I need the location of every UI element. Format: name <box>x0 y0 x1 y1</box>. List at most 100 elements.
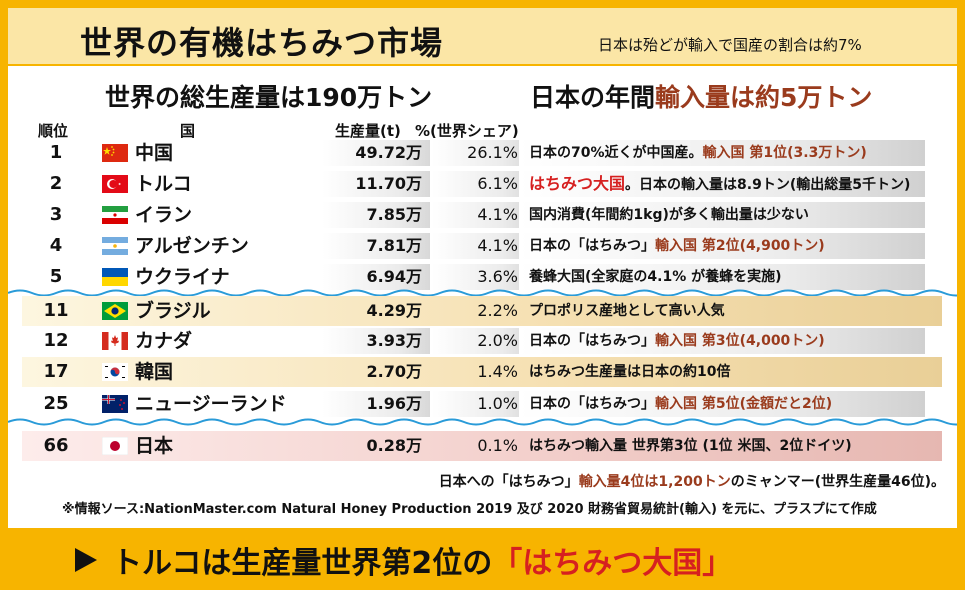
country-column-header: 国 <box>180 122 196 140</box>
rank-cell: 12 <box>43 330 69 351</box>
share-column-header: %(世界シェア) <box>415 122 519 140</box>
rank-cell: 11 <box>43 300 69 321</box>
production-column-header: 生産量(t) <box>335 122 401 140</box>
note-plain: 日本の「はちみつ」 <box>529 238 655 254</box>
share-cell: 2.0% <box>432 328 532 354</box>
rank-cell: 66 <box>43 435 69 456</box>
country-cell: トルコ <box>135 173 192 195</box>
table-row: 1 中国 49.72万 26.1% 日本の70%近くが中国産。輸入国 第1位(3… <box>22 138 942 168</box>
source-footnote: ※情報ソース:NationMaster.com Natural Honey Pr… <box>62 502 877 517</box>
country-cell: 日本 <box>135 435 174 457</box>
korea-flag-icon <box>102 363 128 381</box>
bottom-banner: トルコは生産量世界第2位の「はちみつ大国」 <box>0 528 965 590</box>
country-cell: アルゼンチン <box>135 235 249 257</box>
note-red: はちみつ大国 <box>529 174 626 193</box>
note-cell: はちみつ輸入量 世界第3位 (1位 米国、2位ドイツ) <box>519 433 925 459</box>
table-row: 11 ブラジル 4.29万 2.2% プロポリス産地として高い人気 <box>22 296 942 326</box>
country-cell: ウクライナ <box>135 266 230 288</box>
share-cell: 2.2% <box>477 301 518 320</box>
table-row: 3 イラン 7.85万 4.1% 国内消費(年間約1kg)が多く輸出量は少ない <box>22 200 942 230</box>
rank-column-header: 順位 <box>38 122 69 140</box>
production-cell: 11.70万 <box>322 171 430 197</box>
share-cell: 4.1% <box>432 233 532 259</box>
share-cell: 4.1% <box>432 202 532 228</box>
brazil-flag-icon <box>102 302 128 320</box>
new-zealand-flag-icon <box>102 395 128 413</box>
share-cell: 6.1% <box>432 171 532 197</box>
play-arrow-icon <box>75 548 97 572</box>
note-plain: 日本の70%近くが中国産。 <box>529 145 703 161</box>
banner-note: 日本は殆どが輸入で国産の割合は約7% <box>598 36 862 54</box>
title-banner: 世界の有機はちみつ市場 日本は殆どが輸入で国産の割合は約7% <box>8 8 957 66</box>
argentina-flag-icon <box>102 237 128 255</box>
production-cell: 4.29万 <box>366 301 422 320</box>
rank-cell: 2 <box>49 173 63 194</box>
note-plain: 国内消費(年間約1kg)が多く輸出量は少ない <box>529 207 809 223</box>
japan-flag-icon <box>102 437 128 455</box>
share-cell: 1.0% <box>432 391 532 417</box>
note-accent: 輸入国 第3位(4,000トン) <box>655 333 825 349</box>
country-cell: イラン <box>135 204 193 226</box>
note-plain: 日本の「はちみつ」 <box>529 333 655 349</box>
japan-import-headline: 日本の年間輸入量は約5万トン <box>530 78 872 114</box>
note-cell: はちみつ生産量は日本の約10倍 <box>519 359 925 385</box>
table-row: 5 ウクライナ 6.94万 3.6% 養蜂大国(全家庭の4.1% が養蜂を実施) <box>22 262 942 292</box>
country-cell: ブラジル <box>135 300 211 322</box>
ukraine-flag-icon <box>102 268 128 286</box>
note-plain: はちみつ生産量は日本の約10倍 <box>529 364 731 380</box>
country-cell: 韓国 <box>135 361 174 383</box>
japan-import-accent: 輸入量は約5万トン <box>655 83 873 112</box>
footnote-prefix: 日本への「はちみつ」 <box>438 474 579 490</box>
footnote-suffix: のミャンマー(世界生産量46位)。 <box>730 474 945 490</box>
bottom-headline-red: 「はちみつ大国」 <box>492 546 733 581</box>
note-cell: 養蜂大国(全家庭の4.1% が養蜂を実施) <box>519 264 925 290</box>
production-cell: 2.70万 <box>366 362 422 381</box>
country-cell: ニュージーランド <box>135 393 287 415</box>
rank-cell: 3 <box>49 204 63 225</box>
rank-cell: 1 <box>49 142 63 163</box>
note-plain: 日本の「はちみつ」 <box>529 396 655 412</box>
production-cell: 0.28万 <box>366 436 422 455</box>
japan-import-prefix: 日本の年間 <box>530 83 656 112</box>
note-plain: 養蜂大国(全家庭の4.1% が養蜂を実施) <box>529 269 782 285</box>
iran-flag-icon <box>102 206 128 224</box>
china-flag-icon <box>102 144 128 162</box>
note-plain: 。日本の輸入量は8.9トン(輸出総量5千トン) <box>625 177 911 193</box>
share-cell: 26.1% <box>432 140 532 166</box>
table-row: 12 カナダ 3.93万 2.0% 日本の「はちみつ」輸入国 第3位(4,000… <box>22 326 942 356</box>
production-cell: 49.72万 <box>322 140 430 166</box>
bottom-headline-prefix: トルコは生産量世界第2位の <box>112 546 493 581</box>
note-cell: 日本の「はちみつ」輸入国 第5位(金額だと2位) <box>519 391 925 417</box>
note-cell: 日本の「はちみつ」輸入国 第2位(4,900トン) <box>519 233 925 259</box>
table-row: 17 韓国 2.70万 1.4% はちみつ生産量は日本の約10倍 <box>22 357 942 387</box>
note-accent: 輸入国 第1位(3.3万トン) <box>702 145 867 161</box>
note-cell: 日本の「はちみつ」輸入国 第3位(4,000トン) <box>519 328 925 354</box>
production-cell: 7.81万 <box>322 233 430 259</box>
note-plain: はちみつ輸入量 世界第3位 (1位 米国、2位ドイツ) <box>529 438 852 454</box>
production-cell: 1.96万 <box>322 391 430 417</box>
rank-cell: 17 <box>43 361 69 382</box>
table-row: 2 トルコ 11.70万 6.1% はちみつ大国。日本の輸入量は8.9トン(輸出… <box>22 169 942 199</box>
country-cell: 中国 <box>135 142 174 164</box>
note-cell: 日本の70%近くが中国産。輸入国 第1位(3.3万トン) <box>519 140 925 166</box>
table-row: 66 日本 0.28万 0.1% はちみつ輸入量 世界第3位 (1位 米国、2位… <box>22 431 942 461</box>
footnote-accent: 輸入量4位は1,200トン <box>578 474 731 490</box>
share-cell: 1.4% <box>477 362 518 381</box>
note-cell: 国内消費(年間約1kg)が多く輸出量は少ない <box>519 202 925 228</box>
page-title: 世界の有機はちみつ市場 <box>80 24 444 62</box>
note-accent: 輸入国 第2位(4,900トン) <box>655 238 825 254</box>
country-cell: カナダ <box>135 330 193 352</box>
production-cell: 3.93万 <box>322 328 430 354</box>
note-accent: 輸入国 第5位(金額だと2位) <box>655 396 833 412</box>
share-cell: 0.1% <box>477 436 518 455</box>
rank-cell: 5 <box>49 266 63 287</box>
bottom-headline: トルコは生産量世界第2位の「はちみつ大国」 <box>112 538 732 582</box>
production-cell: 7.85万 <box>322 202 430 228</box>
turkey-flag-icon <box>102 175 128 193</box>
canada-flag-icon <box>102 332 128 350</box>
world-production-headline: 世界の総生産量は190万トン <box>105 83 433 112</box>
table-row: 4 アルゼンチン 7.81万 4.1% 日本の「はちみつ」輸入国 第2位(4,9… <box>22 231 942 261</box>
production-cell: 6.94万 <box>322 264 430 290</box>
rank-cell: 25 <box>43 393 69 414</box>
note-cell: はちみつ大国。日本の輸入量は8.9トン(輸出総量5千トン) <box>519 171 925 197</box>
